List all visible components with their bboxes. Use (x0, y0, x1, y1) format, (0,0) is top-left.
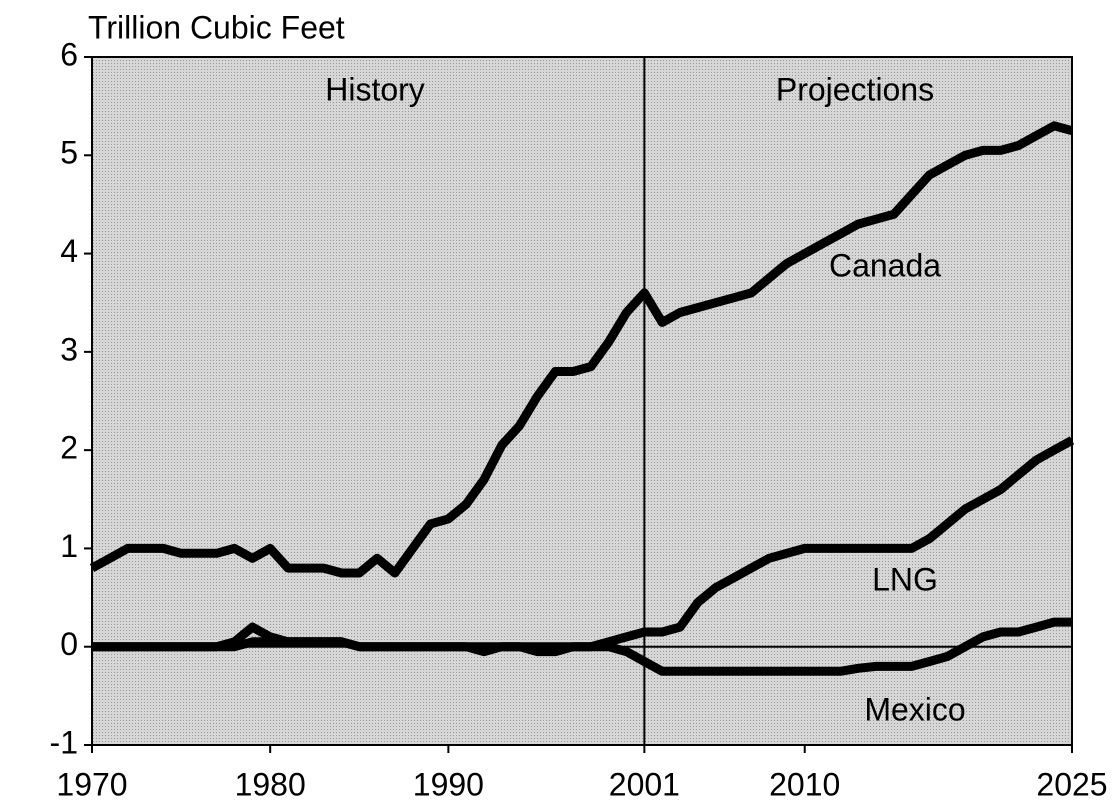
series-label: Canada (829, 247, 941, 283)
x-tick-label: 2010 (769, 766, 840, 802)
y-tick-label: 1 (60, 528, 78, 564)
y-tick-label: 2 (60, 430, 78, 466)
y-tick-label: 6 (60, 36, 78, 72)
annotation: Projections (776, 71, 934, 107)
x-tick-label: 2025 (1036, 766, 1107, 802)
axis-title: Trillion Cubic Feet (88, 9, 345, 45)
x-tick-label: 1970 (56, 766, 127, 802)
series-label: Mexico (864, 691, 965, 727)
series-line (92, 617, 1072, 676)
y-tick-label: 3 (60, 331, 78, 367)
annotation: History (325, 71, 425, 107)
series-line (89, 121, 1074, 578)
x-tick-label: 1980 (235, 766, 306, 802)
series-label: LNG (872, 561, 938, 597)
x-tick-label: 2001 (609, 766, 680, 802)
y-tick-label: 5 (60, 135, 78, 171)
y-tick-label: -1 (50, 724, 78, 760)
x-tick-label: 1990 (413, 766, 484, 802)
y-tick-label: 0 (60, 626, 78, 662)
y-tick-label: 4 (60, 233, 78, 269)
